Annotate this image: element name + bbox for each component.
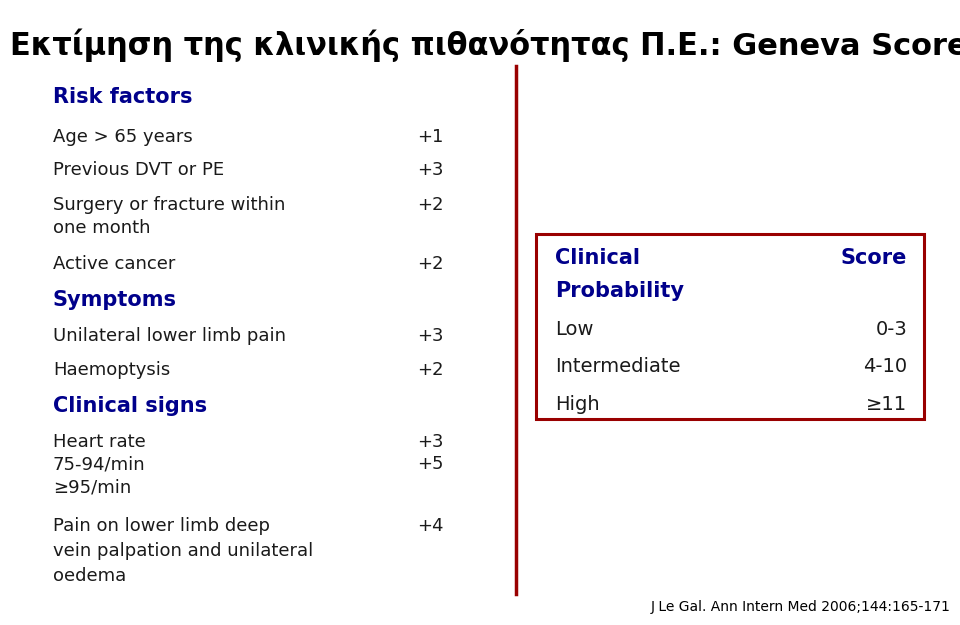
Text: ≥95/min: ≥95/min — [53, 479, 132, 496]
Text: Age > 65 years: Age > 65 years — [53, 129, 193, 146]
Text: +2: +2 — [418, 255, 444, 272]
Text: Clinical: Clinical — [555, 248, 640, 268]
Text: 4-10: 4-10 — [863, 357, 907, 376]
Text: vein palpation and unilateral: vein palpation and unilateral — [53, 542, 313, 560]
Text: +2: +2 — [418, 196, 444, 214]
Text: 0-3: 0-3 — [876, 320, 907, 339]
Text: High: High — [555, 395, 599, 414]
Text: Surgery or fracture within: Surgery or fracture within — [53, 196, 285, 214]
Text: Unilateral lower limb pain: Unilateral lower limb pain — [53, 328, 286, 345]
Text: Probability: Probability — [555, 281, 684, 301]
Text: Εκτίμηση της κλινικής πιθανότητας Π.Ε.: Geneva Score: Εκτίμηση της κλινικής πιθανότητας Π.Ε.: … — [10, 28, 960, 62]
Text: ≥11: ≥11 — [866, 395, 907, 414]
Text: Heart rate: Heart rate — [53, 433, 146, 451]
Text: +2: +2 — [418, 361, 444, 379]
Text: Risk factors: Risk factors — [53, 87, 192, 107]
Text: +3: +3 — [418, 161, 444, 179]
Text: Active cancer: Active cancer — [53, 255, 175, 272]
Text: +3: +3 — [418, 328, 444, 345]
FancyBboxPatch shape — [536, 234, 924, 419]
Text: Previous DVT or PE: Previous DVT or PE — [53, 161, 224, 179]
Text: one month: one month — [53, 219, 151, 237]
Text: 75-94/min: 75-94/min — [53, 456, 145, 473]
Text: Score: Score — [841, 248, 907, 268]
Text: Pain on lower limb deep: Pain on lower limb deep — [53, 518, 270, 535]
Text: oedema: oedema — [53, 568, 126, 585]
Text: Haemoptysis: Haemoptysis — [53, 361, 170, 379]
Text: Clinical signs: Clinical signs — [53, 396, 207, 416]
Text: Intermediate: Intermediate — [555, 357, 681, 376]
Text: Low: Low — [555, 320, 593, 339]
Text: J Le Gal. Ann Intern Med 2006;144:165-171: J Le Gal. Ann Intern Med 2006;144:165-17… — [651, 600, 950, 614]
Text: +1: +1 — [418, 129, 444, 146]
Text: +4: +4 — [418, 518, 444, 535]
Text: +5: +5 — [418, 456, 444, 473]
Text: +3: +3 — [418, 433, 444, 451]
Text: Symptoms: Symptoms — [53, 290, 177, 310]
